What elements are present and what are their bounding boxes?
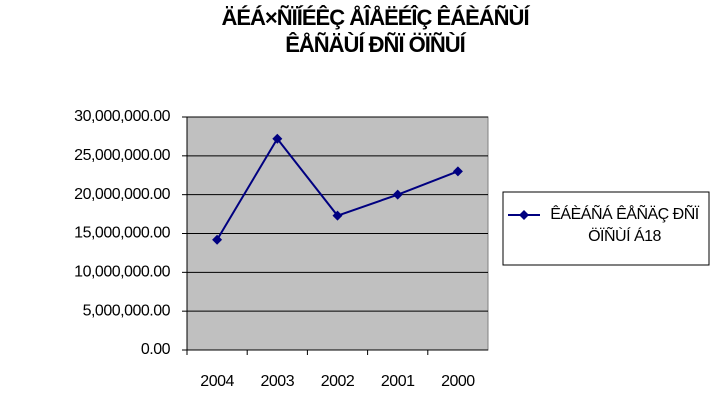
data-point [332, 210, 343, 221]
y-tick-label: 15,000,000.00 [74, 225, 170, 242]
x-tick-label: 2001 [381, 373, 415, 390]
y-tick-label: 30,000,000.00 [74, 108, 170, 125]
y-tick-label: 20,000,000.00 [74, 186, 170, 203]
data-point [212, 234, 223, 245]
legend-swatch-marker [519, 210, 529, 220]
y-tick-label: 0.00 [141, 341, 171, 358]
x-tick-label: 2002 [321, 373, 355, 390]
chart-title: ÄÉÁ×ÑÏÍÉÊÇ ÅÎÅËÉÎÇ ÊÁÈÁÑÙÍ ÊÅÑÄÙÍ ÐÑÏ ÖÏ… [221, 5, 529, 57]
y-tick-label: 10,000,000.00 [74, 264, 170, 281]
x-tick-label: 2003 [261, 373, 295, 390]
data-point [392, 189, 403, 200]
data-point [452, 166, 463, 177]
x-tick-label: 2000 [441, 373, 475, 390]
legend-box [502, 191, 710, 266]
x-tick-label: 2004 [200, 373, 234, 390]
data-point [272, 133, 283, 144]
y-tick-label: 5,000,000.00 [83, 302, 171, 319]
y-tick-label: 25,000,000.00 [74, 147, 170, 164]
legend-label: ÊÁÈÁÑÁ ÊÅÑÄÇ ÐÑÏ ÖÏÑÙÍ Á18 [550, 206, 699, 245]
